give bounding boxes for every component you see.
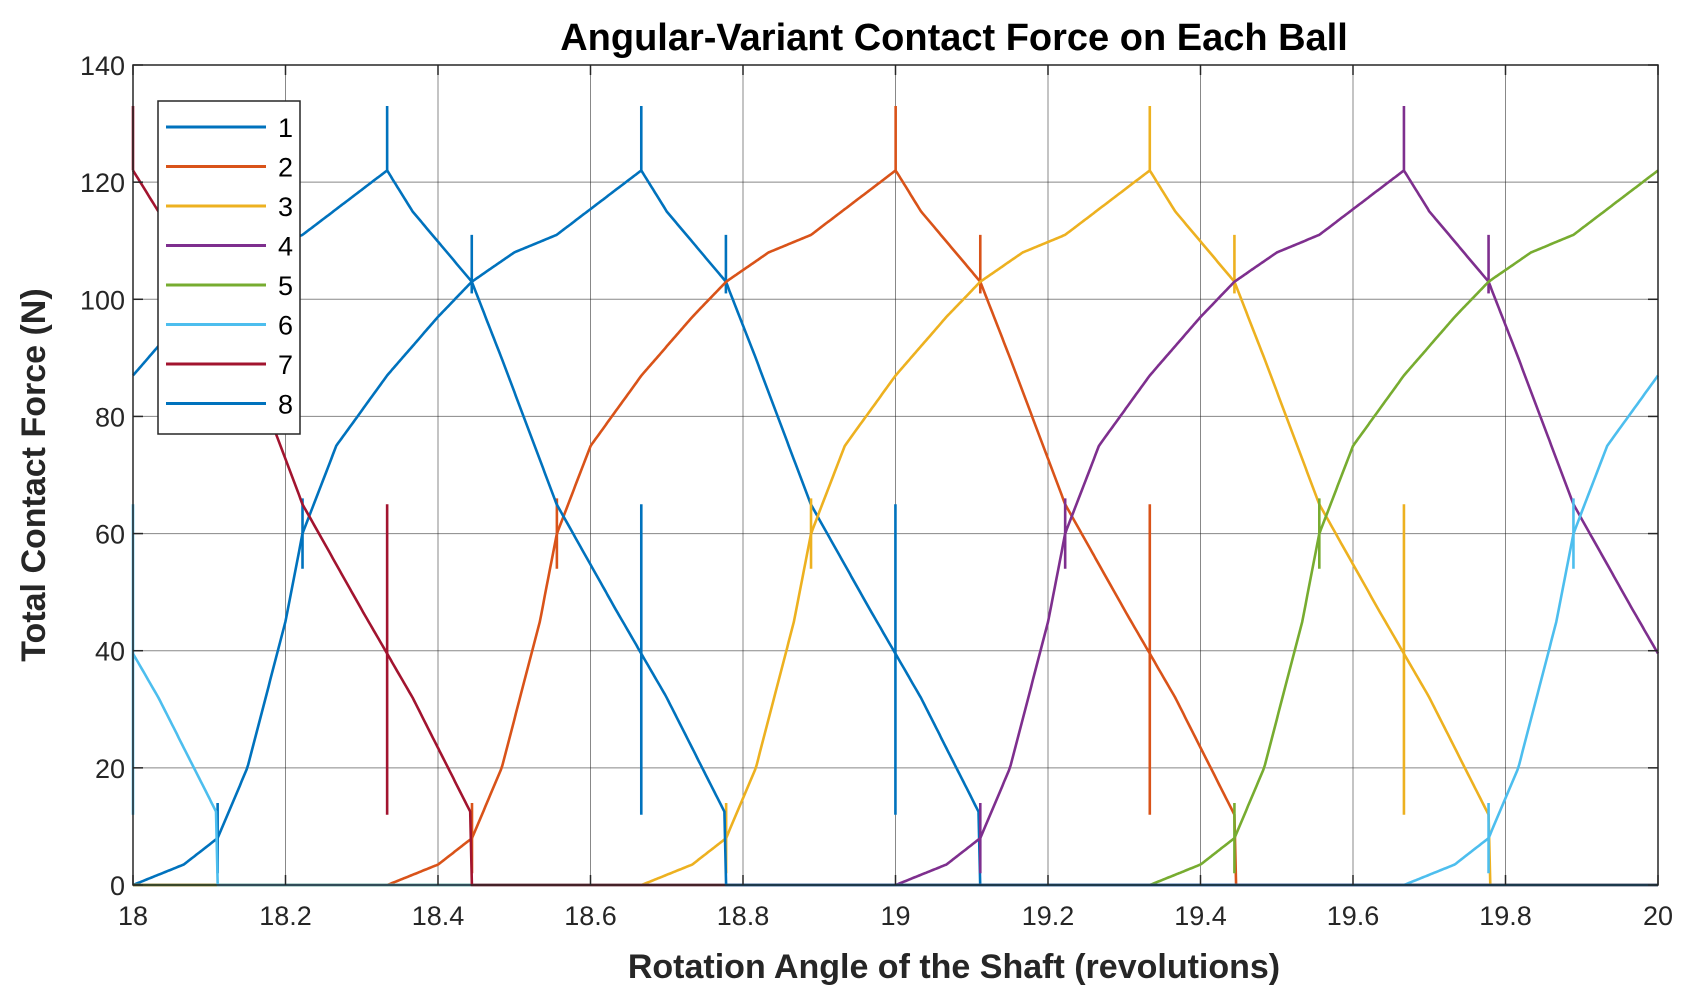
legend-label-4: 4	[278, 232, 293, 262]
y-tick-label: 60	[95, 520, 125, 550]
legend: 1 2 3 4 5 6 7 8	[157, 100, 301, 435]
x-tick-label: 19.4	[1174, 901, 1227, 931]
x-tick-label: 18	[118, 901, 148, 931]
x-tick-label: 18.4	[412, 901, 465, 931]
x-tick-label: 18.6	[564, 901, 617, 931]
series-spikes-5	[1233, 498, 1321, 874]
legend-label-8: 8	[278, 390, 293, 420]
y-tick-label: 20	[95, 754, 125, 784]
y-tick-label: 0	[110, 871, 125, 901]
x-tick-label: 18.2	[259, 901, 312, 931]
series-spikes-8	[385, 106, 643, 815]
legend-label-7: 7	[278, 350, 293, 380]
x-tick-labels: 18 18.2 18.4 18.6 18.8 19 19.2 19.4 19.6 19.8 20	[118, 901, 1673, 931]
x-tick-label: 19.6	[1327, 901, 1380, 931]
y-tick-label: 140	[80, 51, 125, 81]
y-tick-label: 120	[80, 168, 125, 198]
x-tick-label: 19.8	[1479, 901, 1532, 931]
x-tick-label: 18.8	[717, 901, 770, 931]
legend-label-2: 2	[278, 153, 293, 183]
x-axis-label: Rotation Angle of the Shaft (revolutions…	[628, 948, 1280, 986]
legend-label-6: 6	[278, 311, 293, 341]
y-tick-labels: 0 20 40 60 80 100 120 140	[80, 51, 125, 901]
plot-area	[131, 64, 1660, 887]
ticks	[132, 64, 1659, 886]
legend-label-5: 5	[278, 271, 293, 301]
x-tick-label: 20	[1643, 901, 1673, 931]
legend-label-1: 1	[278, 113, 293, 143]
y-tick-label: 40	[95, 637, 125, 667]
legend-box	[157, 100, 301, 435]
series-spikes-4	[978, 106, 1490, 874]
y-tick-label: 100	[80, 285, 125, 315]
y-axis-label: Total Contact Force (N)	[15, 288, 53, 661]
chart-title: Angular-Variant Contact Force on Each Ba…	[560, 17, 1348, 59]
x-tick-label: 19.2	[1022, 901, 1075, 931]
legend-label-3: 3	[278, 192, 293, 222]
x-tick-label: 19	[880, 901, 910, 931]
y-tick-label: 80	[95, 402, 125, 432]
